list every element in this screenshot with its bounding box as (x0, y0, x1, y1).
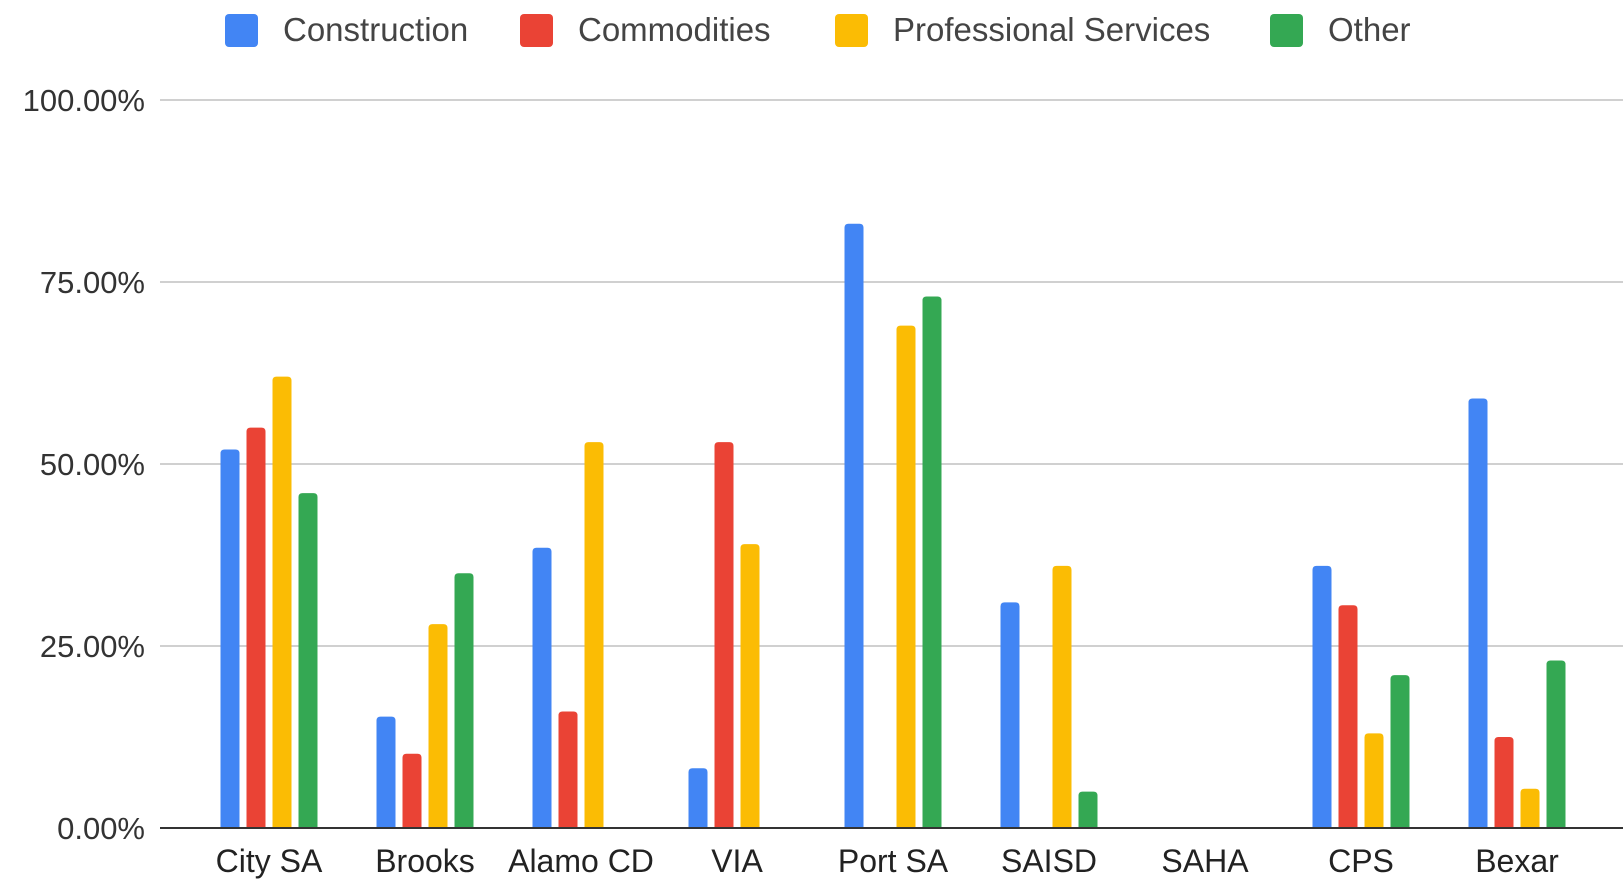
bars (220, 223, 1566, 828)
y-tick-label: 75.00% (40, 265, 145, 300)
bar-other-port-sa[interactable] (922, 296, 942, 828)
legend-label: Other (1328, 11, 1411, 48)
y-tick-label: 0.00% (57, 811, 145, 846)
x-category-label: Brooks (375, 843, 475, 879)
bar-construction-via[interactable] (688, 768, 708, 828)
bar-commodities-via[interactable] (714, 442, 734, 828)
bar-commodities-brooks[interactable] (402, 753, 422, 828)
x-category-label: VIA (711, 843, 763, 879)
y-axis-ticks: 0.00% 25.00% 50.00% 75.00% 100.00% (23, 83, 145, 846)
bar-commodities-city-sa[interactable] (246, 427, 266, 828)
legend-swatch (1270, 14, 1303, 47)
bar-professional-services-alamo-cd[interactable] (584, 442, 604, 828)
y-tick-label: 25.00% (40, 629, 145, 664)
bar-commodities-bexar[interactable] (1494, 737, 1514, 828)
legend-swatch (835, 14, 868, 47)
x-category-label: SAHA (1161, 843, 1249, 879)
bar-construction-city-sa[interactable] (220, 449, 240, 828)
bar-professional-services-bexar[interactable] (1520, 788, 1540, 828)
y-tick-label: 100.00% (23, 83, 145, 118)
legend-label: Commodities (578, 11, 771, 48)
legend: Construction Commodities Professional Serv… (225, 11, 1411, 48)
bar-other-saisd[interactable] (1078, 791, 1098, 828)
bar-professional-services-city-sa[interactable] (272, 376, 292, 828)
bar-professional-services-cps[interactable] (1364, 733, 1384, 828)
x-category-label: City SA (216, 843, 323, 879)
bar-professional-services-brooks[interactable] (428, 624, 448, 828)
bar-professional-services-via[interactable] (740, 544, 760, 828)
bar-construction-saisd[interactable] (1000, 602, 1020, 828)
y-tick-label: 50.00% (40, 447, 145, 482)
bar-construction-cps[interactable] (1312, 565, 1332, 828)
x-category-label: Bexar (1475, 843, 1559, 879)
legend-label: Professional Services (893, 11, 1210, 48)
legend-label: Construction (283, 11, 468, 48)
x-category-label: Port SA (838, 843, 949, 879)
bar-construction-alamo-cd[interactable] (532, 547, 552, 828)
bar-commodities-cps[interactable] (1338, 605, 1358, 828)
bar-other-bexar[interactable] (1546, 660, 1566, 828)
bar-other-city-sa[interactable] (298, 493, 318, 828)
bar-professional-services-saisd[interactable] (1052, 565, 1072, 828)
bar-construction-bexar[interactable] (1468, 398, 1488, 828)
bar-other-brooks[interactable] (454, 573, 474, 828)
legend-swatch (520, 14, 553, 47)
bar-construction-port-sa[interactable] (844, 223, 864, 828)
x-category-label: CPS (1328, 843, 1394, 879)
x-axis-categories: City SA Brooks Alamo CD VIA Port SA SAISD SAHA… (216, 843, 1559, 879)
legend-swatch (225, 14, 258, 47)
x-category-label: Alamo CD (508, 843, 654, 879)
bar-construction-brooks[interactable] (376, 716, 396, 828)
x-category-label: SAISD (1001, 843, 1097, 879)
bar-professional-services-port-sa[interactable] (896, 325, 916, 828)
bar-commodities-alamo-cd[interactable] (558, 711, 578, 828)
bar-other-cps[interactable] (1390, 675, 1410, 828)
gridlines (160, 99, 1623, 647)
